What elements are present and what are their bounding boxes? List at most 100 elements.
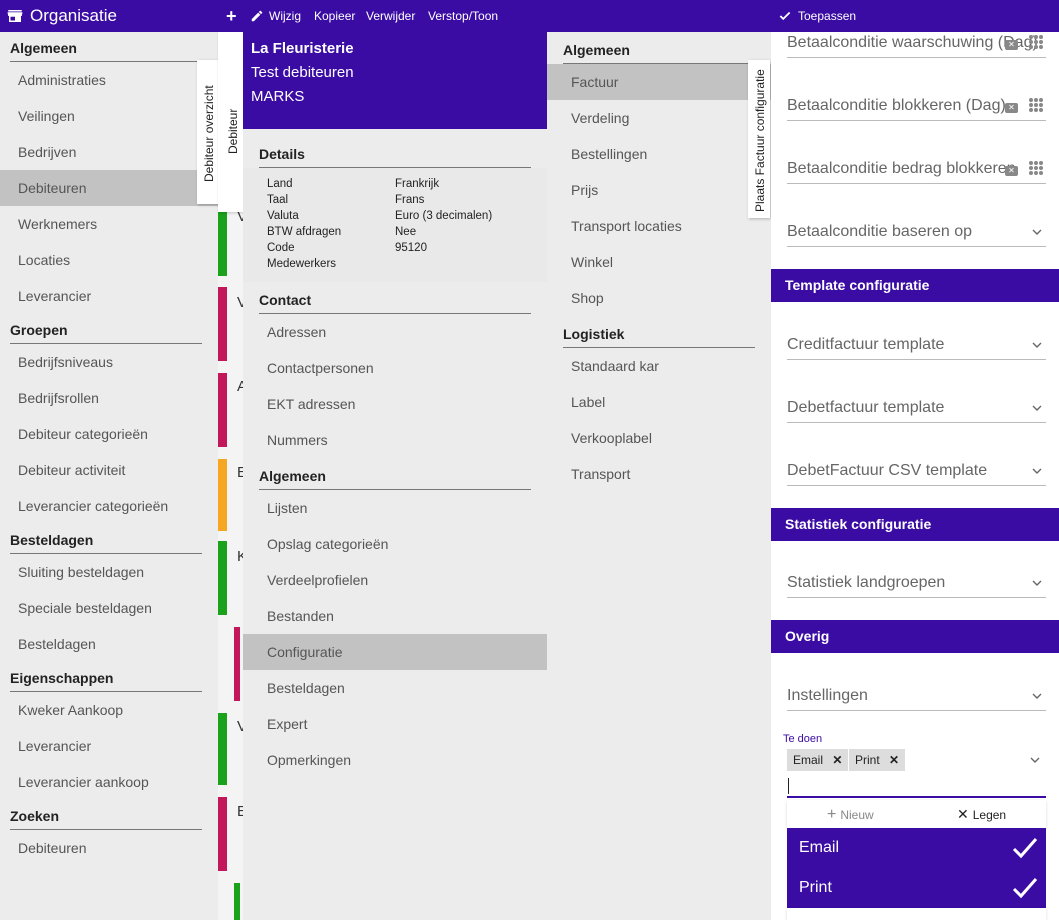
betaalconditie-blokkeren-field[interactable]: Betaalconditie blokkeren (Dag) xyxy=(787,97,1046,121)
config-item-standaard-kar[interactable]: Standaard kar xyxy=(571,358,659,374)
copy-button[interactable]: Kopieer xyxy=(314,0,355,32)
debiteur-overzicht-tab[interactable]: Debiteur overzicht xyxy=(197,60,219,204)
add-button[interactable]: + xyxy=(226,0,237,32)
config-item-bestellingen[interactable]: Bestellingen xyxy=(571,146,648,162)
sidebar-item-sluiting-besteldagen[interactable]: Sluiting besteldagen xyxy=(18,564,145,580)
nav-item-configuratie[interactable]: Configuratie xyxy=(243,634,547,670)
dialpad-icon[interactable] xyxy=(1029,161,1043,175)
nav-item-expert[interactable]: Expert xyxy=(267,716,308,732)
debetfactuur-template-select[interactable]: Debetfactuur template xyxy=(787,399,1046,423)
nav-item-besteldagen[interactable]: Besteldagen xyxy=(267,680,345,696)
sidebar-item-speciale-besteldagen[interactable]: Speciale besteldagen xyxy=(18,600,152,616)
option-print[interactable]: Print xyxy=(787,868,1046,908)
store-icon xyxy=(7,10,23,22)
template-configuratie-header: Template configuratie xyxy=(771,269,1059,302)
delete-button[interactable]: Verwijder xyxy=(366,0,415,32)
nav-item-verdeelprofielen[interactable]: Verdeelprofielen xyxy=(267,572,369,588)
clear-icon[interactable]: ✕ xyxy=(1005,166,1018,176)
multiselect-actions: + Nieuw ✕ Legen xyxy=(787,800,1046,828)
config-item-factuur[interactable]: Factuur xyxy=(547,64,771,100)
betaalconditie-waarschuwing-field[interactable]: Betaalconditie waarschuwing (Dag) xyxy=(787,34,1046,58)
config-item-winkel[interactable]: Winkel xyxy=(571,254,614,270)
organisatie-nav: Algemeen Administraties Veilingen Bedrijven… xyxy=(0,32,218,866)
sidebar-item-debiteur-categorieen[interactable]: Debiteur categorieën xyxy=(18,426,148,442)
sidebar-item-debiteur-activiteit[interactable]: Debiteur activiteit xyxy=(18,462,126,478)
toolbar: + Wijzig Kopieer Verwijder Verstop/Toon … xyxy=(218,0,1059,32)
sidebar-item-debiteuren[interactable]: Debiteuren xyxy=(18,840,87,856)
debiteur-detail-panel: La Fleuristerie Test debiteuren MARKS De… xyxy=(243,32,547,920)
details-grid: Land Frankrijk Taal Frans Valuta Euro (3 deci… xyxy=(243,168,547,282)
betaalconditie-baseren-label: Betaalconditie baseren op xyxy=(787,223,973,240)
sidebar-item-bedrijfsniveaus[interactable]: Bedrijfsniveaus xyxy=(18,354,113,370)
remove-chip-icon[interactable]: ✕ xyxy=(889,753,900,767)
debetfactuur-template-label: Debetfactuur template xyxy=(787,399,945,416)
dot xyxy=(1039,35,1043,39)
detail-label-taal: Taal xyxy=(267,194,289,206)
sidebar-item-locaties[interactable]: Locaties xyxy=(18,252,71,268)
statistiek-landgroepen-select[interactable]: Statistiek landgroepen xyxy=(787,574,1046,598)
clear-icon[interactable]: ✕ xyxy=(1005,103,1018,113)
chevron-down-icon[interactable] xyxy=(1030,755,1040,765)
nav-item-nummers[interactable]: Nummers xyxy=(267,432,328,448)
sidebar-item-veilingen[interactable]: Veilingen xyxy=(18,108,75,124)
remove-chip-icon[interactable]: ✕ xyxy=(832,753,843,767)
config-item-label[interactable]: Label xyxy=(571,394,606,410)
clear-icon[interactable]: ✕ xyxy=(1005,40,1018,50)
creditfactuur-template-select[interactable]: Creditfactuur template xyxy=(787,336,1046,360)
organisatie-title: Organisatie xyxy=(30,6,117,25)
sidebar-item-debiteuren[interactable]: Debiteuren xyxy=(0,170,218,206)
check-icon xyxy=(1012,838,1038,859)
sidebar-item-leverancier-aankoop[interactable]: Leverancier aankoop xyxy=(18,774,149,790)
option-email-label: Email xyxy=(799,839,840,856)
te-doen-input[interactable] xyxy=(787,776,1046,798)
dot xyxy=(1029,103,1033,107)
list-item-fragment: V xyxy=(237,718,243,735)
config-item-verkooplabel[interactable]: Verkooplabel xyxy=(571,430,652,446)
dialpad-icon[interactable] xyxy=(1029,98,1043,112)
plaats-factuur-configuratie-tab[interactable]: Plaats Factuur configuratie xyxy=(748,60,770,218)
config-item-prijs[interactable]: Prijs xyxy=(571,182,599,198)
detail-value-land: Frankrijk xyxy=(395,178,440,190)
dialpad-icon[interactable] xyxy=(1029,35,1043,49)
config-item-verdeling[interactable]: Verdeling xyxy=(571,110,630,126)
sidebar-item-leverancier[interactable]: Leverancier xyxy=(18,738,92,754)
nav-item-bestanden[interactable]: Bestanden xyxy=(267,608,334,624)
sidebar-item-werknemers[interactable]: Werknemers xyxy=(18,216,98,232)
nav-item-opmerkingen[interactable]: Opmerkingen xyxy=(267,752,352,768)
option-email[interactable]: Email xyxy=(787,828,1046,868)
nav-item-adressen[interactable]: Adressen xyxy=(267,324,327,340)
debetfactuur-csv-template-select[interactable]: DebetFactuur CSV template xyxy=(787,462,1046,486)
nav-item-lijsten[interactable]: Lijsten xyxy=(267,500,308,516)
plus-icon: + xyxy=(827,806,837,823)
detail-value-taal: Frans xyxy=(395,194,425,206)
nav-item-ekt-adressen[interactable]: EKT adressen xyxy=(267,396,356,412)
chip-print: Print ✕ xyxy=(849,749,906,771)
hide-toggle-button[interactable]: Verstop/Toon xyxy=(428,0,498,32)
sidebar-item-besteldagen[interactable]: Besteldagen xyxy=(18,636,96,652)
chip-email: Email ✕ xyxy=(787,749,849,771)
nav-item-opslag-categorieen[interactable]: Opslag categorieën xyxy=(267,536,389,552)
apply-button[interactable]: Toepassen xyxy=(778,0,856,32)
details-header: Details xyxy=(259,129,531,168)
betaalconditie-bedrag-field[interactable]: Betaalconditie bedrag blokkeren xyxy=(787,160,1046,184)
sidebar-item-administraties[interactable]: Administraties xyxy=(18,72,106,88)
sidebar-item-leverancier-categorieen[interactable]: Leverancier categorieën xyxy=(18,498,169,514)
text-cursor xyxy=(788,778,789,794)
sidebar-item-bedrijfsrollen[interactable]: Bedrijfsrollen xyxy=(18,390,99,406)
new-button[interactable]: + Nieuw xyxy=(827,806,874,824)
sidebar-item-bedrijven[interactable]: Bedrijven xyxy=(18,144,77,160)
nav-item-contactpersonen[interactable]: Contactpersonen xyxy=(267,360,374,376)
config-item-transport-locaties[interactable]: Transport locaties xyxy=(571,218,682,234)
dot xyxy=(1029,40,1033,44)
betaalconditie-baseren-select[interactable]: Betaalconditie baseren op xyxy=(787,223,1046,247)
config-item-shop[interactable]: Shop xyxy=(571,290,604,306)
debiteur-subtitle: Test debiteuren xyxy=(251,64,354,81)
detail-value-valuta: Euro (3 decimalen) xyxy=(395,210,493,222)
clear-button[interactable]: ✕ Legen xyxy=(957,806,1006,823)
config-item-transport[interactable]: Transport xyxy=(571,466,631,482)
sidebar-item-leverancier[interactable]: Leverancier xyxy=(18,288,92,304)
edit-button[interactable]: Wijzig xyxy=(250,0,301,32)
instellingen-select[interactable]: Instellingen xyxy=(787,687,1046,711)
sidebar-item-kweker-aankoop[interactable]: Kweker Aankoop xyxy=(18,702,124,718)
debiteur-tab[interactable]: Debiteur xyxy=(218,32,245,212)
